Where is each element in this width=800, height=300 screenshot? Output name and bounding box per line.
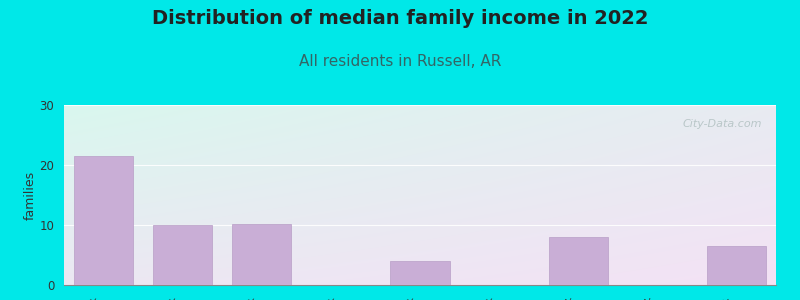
Text: Distribution of median family income in 2022: Distribution of median family income in …: [152, 9, 648, 28]
Bar: [390, 261, 450, 285]
Y-axis label: families: families: [24, 170, 37, 220]
Bar: [706, 246, 766, 285]
Bar: [549, 237, 608, 285]
Bar: [74, 156, 134, 285]
Text: All residents in Russell, AR: All residents in Russell, AR: [299, 54, 501, 69]
Text: City-Data.com: City-Data.com: [682, 119, 762, 129]
Bar: [153, 225, 212, 285]
Bar: [232, 224, 291, 285]
